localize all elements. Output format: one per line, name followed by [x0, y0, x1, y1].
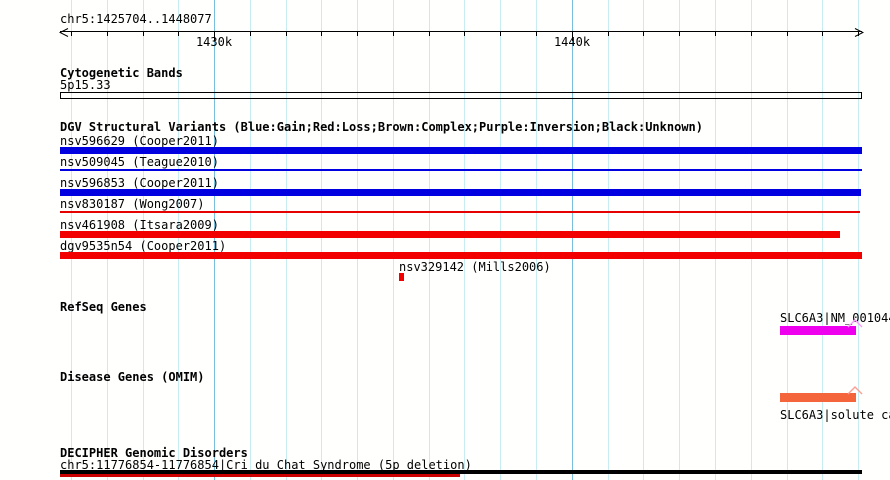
ruler-minor-tick — [429, 31, 430, 36]
gene-direction-caret-icon — [847, 385, 863, 397]
ruler-minor-tick — [715, 31, 716, 36]
gridline-minor — [751, 0, 752, 480]
refseq-gene-label-SLC6A3-NM_001044: SLC6A3|NM_001044 — [780, 311, 890, 325]
cytoband-bar-5p15-33[interactable] — [60, 92, 862, 99]
ruler-minor-tick — [286, 31, 287, 36]
ruler-axis-line — [60, 31, 862, 32]
ruler-minor-tick — [464, 31, 465, 36]
decipher-region-bar-cri-du-chat-0[interactable] — [60, 470, 862, 474]
variant-bar-nsv596629[interactable] — [60, 147, 862, 154]
ruler-minor-tick — [500, 31, 501, 36]
variant-label-nsv461908: nsv461908 (Itsara2009) — [60, 218, 219, 232]
section-title-cytogenetic-bands: Cytogenetic Bands — [60, 66, 183, 80]
ruler-minor-tick — [608, 31, 609, 36]
section-title-decipher: DECIPHER Genomic Disorders — [60, 446, 248, 460]
ruler-minor-tick — [679, 31, 680, 36]
gridline-minor — [143, 0, 144, 480]
section-title-refseq-genes: RefSeq Genes — [60, 300, 147, 314]
ruler-minor-tick — [321, 31, 322, 36]
gridline-minor — [429, 0, 430, 480]
refseq-gene-bar-SLC6A3-NM_001044[interactable] — [780, 326, 856, 335]
variant-bar-nsv596853[interactable] — [60, 189, 861, 196]
gridline-minor — [250, 0, 251, 480]
variant-label-nsv329142: nsv329142 (Mills2006) — [399, 260, 551, 274]
section-title-dgv-structural-variants: DGV Structural Variants (Blue:Gain;Red:L… — [60, 120, 703, 134]
ruler-left-arrow-icon — [58, 27, 69, 39]
variant-label-nsv830187: nsv830187 (Wong2007) — [60, 197, 205, 211]
gridline-major — [214, 0, 215, 480]
section-title-disease-genes-omim: Disease Genes (OMIM) — [60, 370, 205, 384]
ruler-minor-tick — [643, 31, 644, 36]
ruler-minor-tick — [858, 31, 859, 36]
ruler-minor-tick — [536, 31, 537, 36]
variant-bar-dgv9535n54[interactable] — [60, 252, 862, 259]
gridline-minor — [643, 0, 644, 480]
ruler-minor-tick — [822, 31, 823, 36]
gridline-minor — [500, 0, 501, 480]
gridline-minor — [393, 0, 394, 480]
ruler-major-tick — [572, 31, 573, 41]
gridline-minor — [321, 0, 322, 480]
ruler-minor-tick — [143, 31, 144, 36]
gene-direction-caret-icon — [847, 318, 863, 330]
variant-label-dgv9535n54: dgv9535n54 (Cooper2011) — [60, 239, 227, 253]
variant-label-nsv509045: nsv509045 (Teague2010) — [60, 155, 219, 169]
ruler-tick-label: 1430k — [195, 35, 233, 49]
gridline-minor — [71, 0, 72, 480]
ruler-minor-tick — [178, 31, 179, 36]
ruler-right-arrow-icon — [854, 27, 865, 39]
decipher-region-bar-cri-du-chat-1[interactable] — [60, 474, 460, 477]
ruler-minor-tick — [250, 31, 251, 36]
omim-gene-label-SLC6A3-omim: SLC6A3|solute carr — [780, 408, 890, 422]
gridline-minor — [536, 0, 537, 480]
gridline-minor — [357, 0, 358, 480]
gridline-minor — [286, 0, 287, 480]
ruler-tick-label: 1440k — [553, 35, 591, 49]
gridline-minor — [822, 0, 823, 480]
gridline-minor — [679, 0, 680, 480]
gridline-minor — [464, 0, 465, 480]
variant-bar-nsv329142[interactable] — [399, 273, 404, 281]
gridline-major — [572, 0, 573, 480]
variant-bar-nsv461908[interactable] — [60, 231, 840, 238]
ruler-minor-tick — [751, 31, 752, 36]
ruler-minor-tick — [393, 31, 394, 36]
ruler-major-tick — [214, 31, 215, 41]
decipher-entry-label-cri-du-chat: chr5:11776854-11776854|Cri du Chat Syndr… — [60, 458, 472, 472]
ruler-minor-tick — [71, 31, 72, 36]
gridline-minor — [858, 0, 859, 480]
ruler-minor-tick — [357, 31, 358, 36]
region-label: chr5:1425704..1448077 — [60, 12, 212, 26]
gridline-minor — [608, 0, 609, 480]
cytoband-label: 5p15.33 — [60, 78, 111, 92]
gridline-minor — [107, 0, 108, 480]
variant-bar-nsv509045[interactable] — [60, 169, 862, 171]
ruler-minor-tick — [787, 31, 788, 36]
variant-label-nsv596629: nsv596629 (Cooper2011) — [60, 134, 219, 148]
omim-gene-bar-SLC6A3-omim[interactable] — [780, 393, 856, 402]
variant-bar-nsv830187[interactable] — [60, 211, 860, 213]
gridline-minor — [715, 0, 716, 480]
gridline-minor — [178, 0, 179, 480]
variant-label-nsv596853: nsv596853 (Cooper2011) — [60, 176, 219, 190]
gridline-minor — [787, 0, 788, 480]
ruler-minor-tick — [107, 31, 108, 36]
